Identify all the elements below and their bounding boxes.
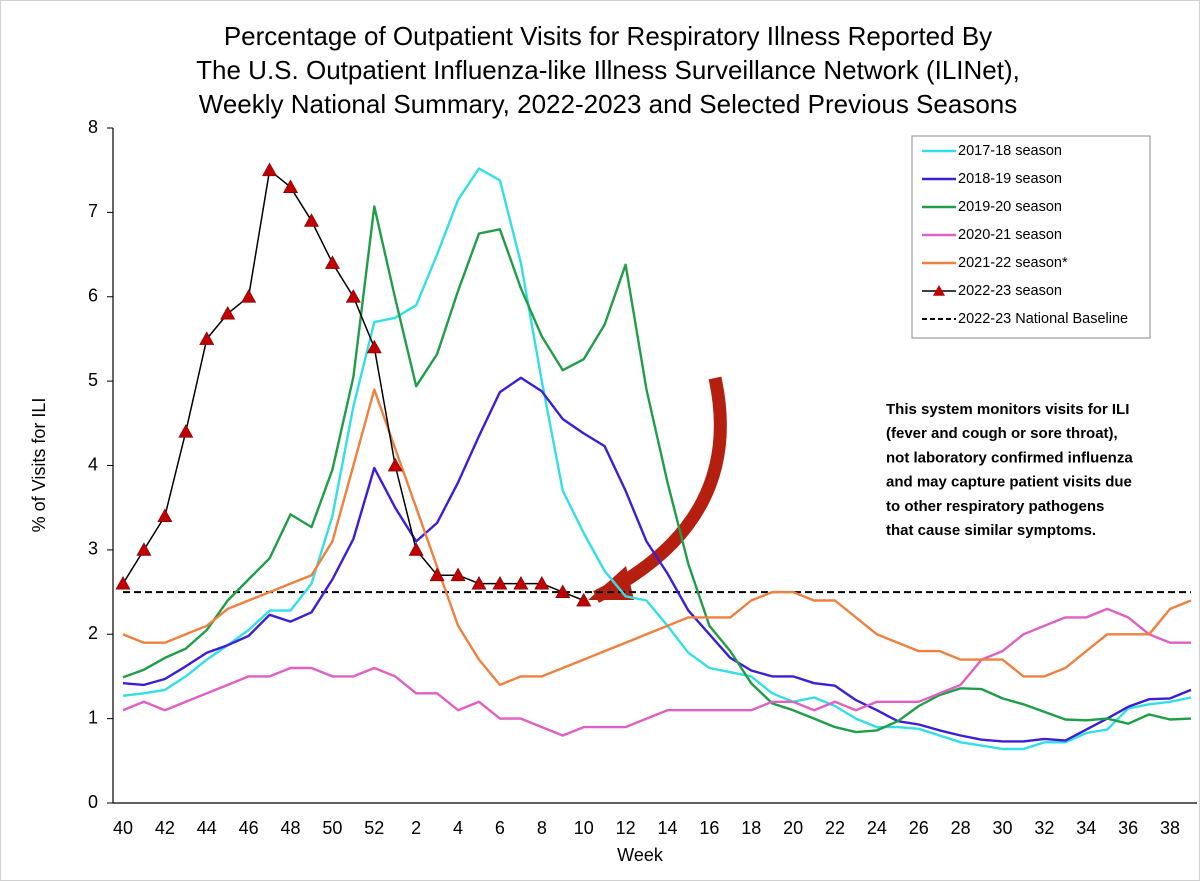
legend-label: 2018-19 season: [958, 171, 1062, 187]
x-tick-label: 4: [453, 818, 463, 838]
annotation: not laboratory confirmed influenza: [886, 449, 1133, 466]
annotation: that cause similar symptoms.: [886, 522, 1096, 539]
x-tick-label: 22: [825, 818, 845, 838]
x-tick-label: 8: [537, 818, 547, 838]
series-line: [122, 205, 1192, 734]
y-tick-label: 2: [88, 623, 98, 643]
series-line: [122, 607, 1191, 737]
legend-label: 2022-23 National Baseline: [958, 311, 1128, 327]
point-marker: [576, 592, 592, 607]
point-marker: [450, 567, 466, 582]
chart-title: Weekly National Summary, 2022-2023 and S…: [199, 89, 1018, 119]
x-tick-label: 52: [364, 818, 384, 838]
arrow-shaft: [593, 376, 727, 603]
x-tick-label: 10: [574, 818, 594, 838]
point-marker: [220, 306, 236, 320]
point-marker: [366, 339, 382, 354]
x-tick-label: 38: [1160, 818, 1180, 838]
x-tick-label: 46: [239, 818, 259, 838]
x-tick-label: 44: [197, 818, 217, 838]
x-tick-label: 20: [783, 818, 803, 838]
legend-label: 2017-18 season: [958, 143, 1062, 159]
x-tick-label: 40: [113, 818, 133, 838]
series-line: [122, 388, 1192, 687]
point-marker: [115, 576, 131, 590]
point-marker: [157, 508, 173, 523]
y-tick-label: 6: [88, 286, 98, 306]
x-tick-label: 30: [993, 818, 1013, 838]
point-marker: [199, 331, 215, 345]
x-tick-label: 16: [699, 818, 719, 838]
y-tick-label: 3: [88, 539, 98, 559]
y-axis-label: % of Visits for ILI: [29, 398, 49, 533]
point-marker: [262, 162, 278, 177]
point-marker: [555, 584, 571, 598]
x-tick-label: 12: [616, 818, 636, 838]
x-tick-label: 50: [322, 818, 342, 838]
x-tick-label: 2: [411, 818, 421, 838]
series-line: [122, 167, 1192, 751]
x-axis-label: Week: [617, 845, 664, 865]
point-marker: [408, 542, 424, 556]
legend-label: 2021-22 season*: [958, 255, 1068, 271]
x-tick-label: 32: [1034, 818, 1054, 838]
x-tick-label: 14: [657, 818, 677, 838]
x-tick-label: 34: [1076, 818, 1096, 838]
point-marker: [387, 457, 403, 472]
x-tick-label: 24: [867, 818, 887, 838]
point-marker: [283, 179, 299, 193]
y-tick-label: 0: [88, 792, 98, 812]
point-marker: [492, 576, 508, 590]
legend-label: 2019-20 season: [958, 199, 1062, 215]
point-marker: [534, 576, 550, 590]
chart-title: The U.S. Outpatient Influenza-like Illne…: [196, 55, 1020, 85]
x-tick-label: 18: [741, 818, 761, 838]
legend-marker: [933, 285, 945, 296]
point-marker: [513, 576, 529, 590]
x-tick-label: 48: [281, 818, 301, 838]
y-tick-label: 8: [88, 117, 98, 137]
point-marker: [178, 424, 194, 438]
y-tick-label: 7: [88, 201, 98, 221]
annotation: (fever and cough or sore throat),: [886, 425, 1118, 442]
y-tick-label: 1: [88, 707, 98, 727]
annotation: This system monitors visits for ILI: [886, 401, 1129, 418]
legend-label: 2022-23 season: [958, 283, 1062, 299]
x-tick-label: 6: [495, 818, 505, 838]
x-tick-label: 26: [909, 818, 929, 838]
x-tick-label: 36: [1118, 818, 1138, 838]
point-marker: [241, 289, 257, 303]
annotation: and may capture patient visits due: [886, 474, 1132, 491]
chart-title: Percentage of Outpatient Visits for Resp…: [224, 21, 992, 51]
y-tick-label: 4: [88, 454, 98, 474]
point-marker: [429, 567, 445, 582]
point-marker: [345, 289, 361, 303]
legend-label: 2020-21 season: [958, 227, 1062, 243]
point-marker: [471, 576, 487, 590]
x-tick-label: 28: [951, 818, 971, 838]
series-line: [122, 376, 1192, 743]
y-tick-label: 5: [88, 370, 98, 390]
point-marker: [136, 542, 152, 556]
x-tick-label: 42: [155, 818, 175, 838]
point-marker: [324, 255, 340, 269]
legend-box: [911, 135, 1151, 339]
annotation: to other respiratory pathogens: [886, 498, 1104, 515]
point-marker: [303, 213, 319, 227]
